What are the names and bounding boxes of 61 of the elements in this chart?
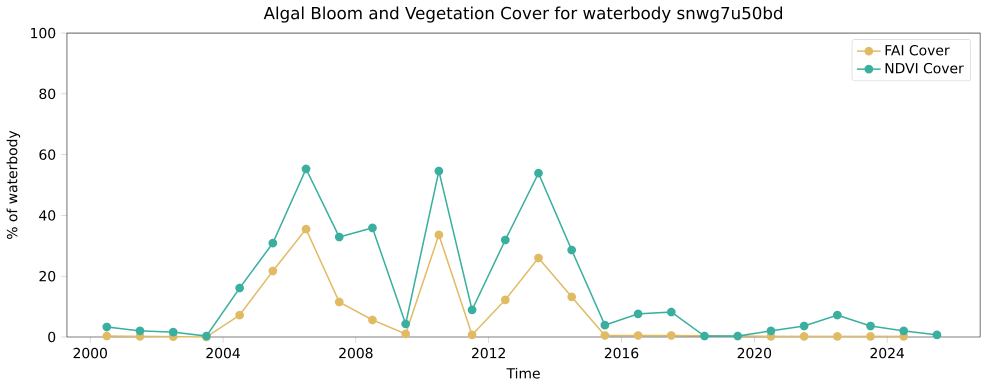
point [334,297,344,306]
point [302,164,310,174]
y-tick-label: 60 [39,149,56,160]
point [401,329,410,338]
point [832,310,842,320]
point [666,330,676,340]
point [500,235,510,244]
chart-title: Algal Bloom and Vegetation Cover for waterbody snwg7u50bd [264,6,782,22]
point [168,328,178,336]
point [600,320,610,330]
point [866,322,875,330]
point [534,253,543,262]
x-axis-title: Time [506,368,540,378]
point [634,330,642,340]
legend-label: FAI Cover [886,44,950,56]
point [766,326,776,336]
x-tick-label: 2000 [74,348,107,358]
x-tick-label: 2008 [339,348,373,358]
point [302,224,310,234]
point [832,332,842,341]
x-tick-label: 2024 [870,348,904,358]
point [434,230,444,240]
point [136,326,144,336]
x-tick-label: 2020 [738,348,772,358]
point [368,315,377,324]
point [666,308,676,316]
x-tick-label: 2004 [206,348,240,358]
point [235,284,244,292]
y-tick-label: 40 [39,210,56,221]
point [102,332,112,340]
point [634,309,642,318]
point [368,223,377,232]
point [500,295,510,304]
y-axis-title: % of waterbody [6,130,20,239]
x-tick-label: 2012 [472,348,505,358]
y-tick-label: 80 [39,88,56,99]
point [268,238,278,248]
x-tick-label: 2016 [604,348,638,358]
y-tick-label: 100 [31,28,56,38]
point [468,305,476,314]
point [534,168,543,178]
point [600,330,610,340]
point [800,322,808,330]
point [733,332,742,340]
y-tick-label: 20 [39,270,56,282]
point [268,266,278,276]
point [700,332,709,340]
point [800,332,808,341]
point [102,322,112,332]
point [866,332,875,341]
point [899,326,908,336]
point [334,232,344,242]
y-tick-label: 0 [48,332,56,342]
point [567,246,576,254]
point [567,292,576,302]
point [434,166,444,176]
point [932,330,942,340]
point [235,310,244,320]
point [468,330,476,340]
point [401,319,410,328]
legend-label: NDVI Cover [886,62,964,74]
